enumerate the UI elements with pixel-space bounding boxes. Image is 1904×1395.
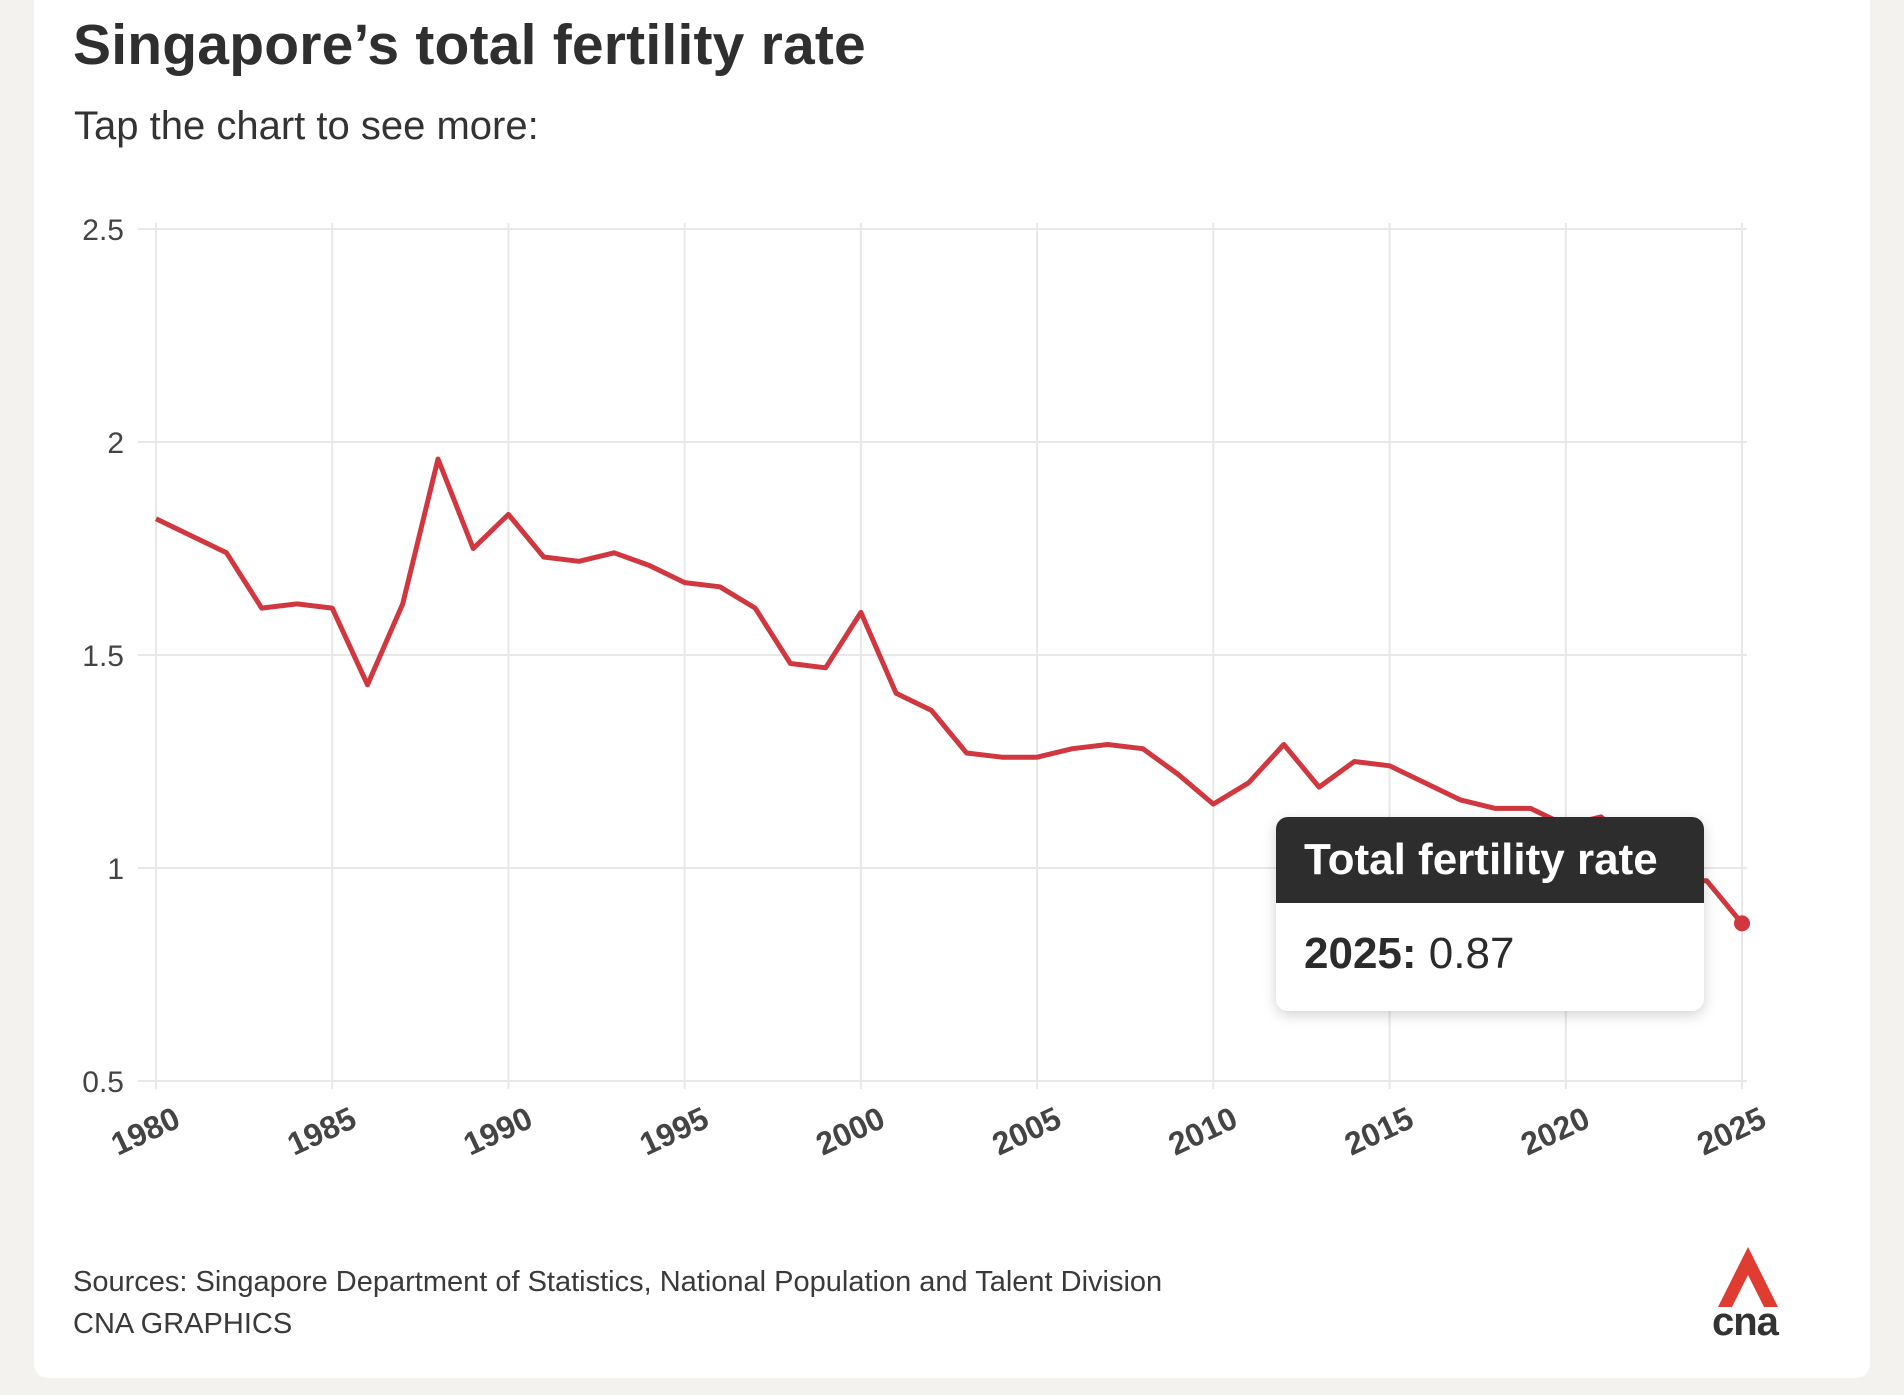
- series-line[interactable]: [154, 456, 1744, 925]
- tooltip-year: 2025:: [1304, 929, 1417, 978]
- x-tick-label: 2000: [810, 1100, 890, 1163]
- graphics-credit: CNA GRAPHICS: [73, 1308, 293, 1340]
- sources-note: Sources: Singapore Department of Statist…: [73, 1266, 1163, 1298]
- y-tick-label: 2: [107, 427, 124, 460]
- x-tick-label: 1990: [458, 1100, 538, 1163]
- cna-logo-icon[interactable]: [1710, 1245, 1786, 1341]
- x-tick-label: 2020: [1515, 1100, 1595, 1163]
- y-tick-label: 0.5: [82, 1066, 124, 1099]
- y-axis-ticks: 0.5 1 1.5 2 2.5: [82, 214, 124, 1099]
- x-tick-label: 2010: [1163, 1100, 1243, 1163]
- tooltip-series-name: Total fertility rate: [1276, 817, 1704, 903]
- data-tooltip: Total fertility rate 2025: 0.87: [1276, 817, 1704, 1011]
- line-chart[interactable]: 0.5 1 1.5 2 2.5 1980 1985 1990 1995 2000 2005 2010…: [0, 0, 1904, 1240]
- highlight-point[interactable]: [1734, 915, 1750, 932]
- y-tick-label: 1: [107, 853, 124, 886]
- x-tick-label: 2025: [1691, 1100, 1771, 1163]
- x-tick-label: 1985: [282, 1100, 362, 1163]
- tooltip-body: 2025: 0.87: [1276, 903, 1704, 1011]
- x-tick-label: 2005: [987, 1100, 1067, 1163]
- x-tick-label: 1980: [105, 1100, 185, 1163]
- x-tick-label: 1995: [634, 1100, 714, 1163]
- cna-logo-text: cna: [1712, 1300, 1779, 1344]
- x-tick-label: 2015: [1339, 1100, 1419, 1163]
- tooltip-value: 0.87: [1428, 929, 1515, 978]
- x-axis-ticks: 1980 1985 1990 1995 2000 2005 2010 2015 2020 2025: [105, 1100, 1771, 1163]
- y-tick-label: 1.5: [82, 640, 124, 673]
- chart-subtitle: Tap the chart to see more:: [74, 104, 539, 148]
- series-layer: [154, 456, 1750, 932]
- y-tick-label: 2.5: [82, 214, 124, 247]
- chart-title: Singapore’s total fertility rate: [73, 13, 866, 77]
